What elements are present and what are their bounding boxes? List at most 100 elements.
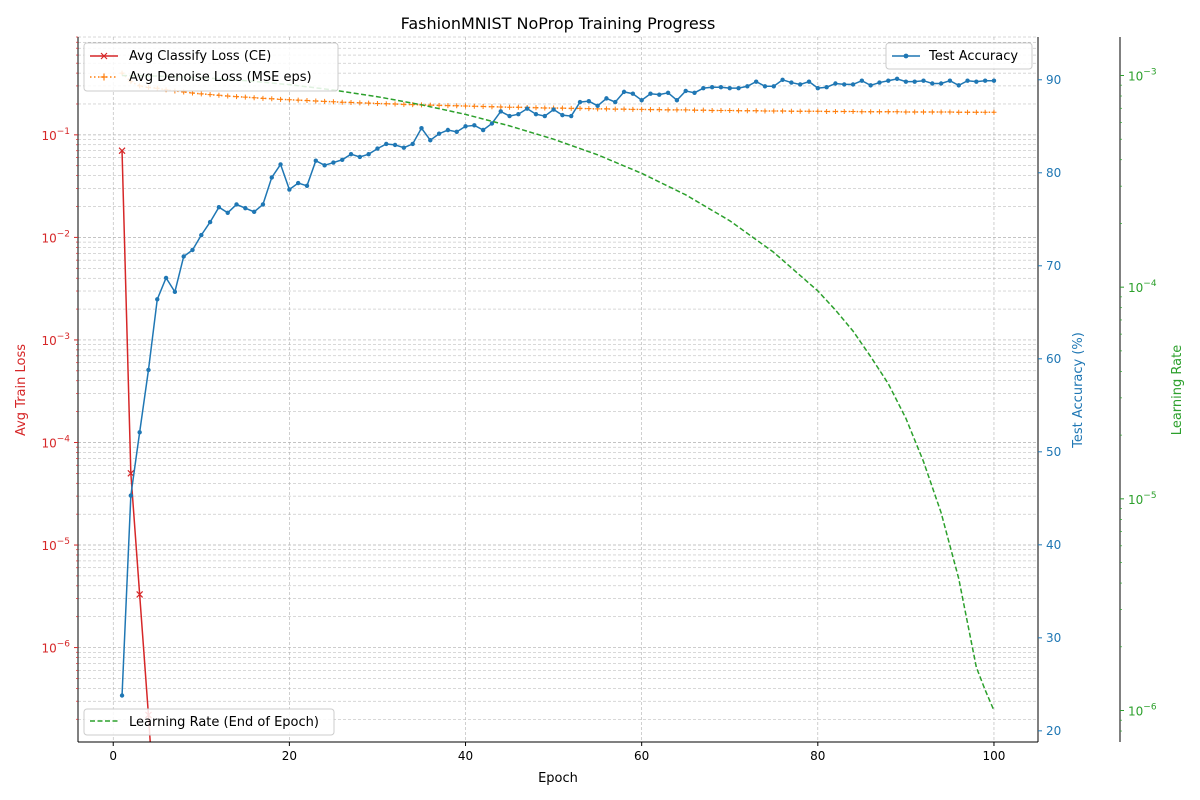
data-point [876, 109, 882, 115]
data-point [903, 79, 909, 84]
legend-entry-learning-rate: Learning Rate (End of Epoch) [129, 715, 319, 730]
data-point [656, 107, 662, 113]
data-point [401, 101, 407, 107]
data-point [745, 84, 750, 89]
loss-tick-label: 10−2 [41, 229, 70, 245]
data-point [410, 102, 416, 108]
data-point [956, 109, 962, 115]
data-point [533, 105, 539, 111]
data-point [639, 98, 644, 103]
data-point [137, 430, 142, 435]
data-point [788, 108, 794, 114]
data-point [454, 129, 459, 135]
data-point [868, 109, 874, 115]
data-point [692, 90, 697, 96]
data-point [965, 78, 970, 83]
data-point [938, 81, 944, 86]
data-point [621, 89, 627, 95]
data-point [480, 127, 486, 133]
data-point [577, 105, 583, 111]
data-point [339, 99, 345, 105]
data-point [921, 78, 926, 83]
data-point [118, 147, 126, 155]
data-point [912, 109, 918, 115]
data-point [982, 78, 988, 83]
data-point [278, 96, 284, 102]
data-point [243, 205, 248, 211]
loss-tick-label: 10−6 [41, 640, 70, 656]
data-point [577, 99, 583, 105]
data-point [127, 469, 135, 477]
data-point [780, 108, 786, 114]
data-point [604, 96, 609, 101]
x-tick-label: 60 [634, 749, 649, 763]
data-point [489, 121, 495, 126]
legend-lower-left: Learning Rate (End of Epoch) [83, 708, 335, 736]
series-test-accuracy [119, 76, 997, 698]
data-point [771, 108, 777, 114]
data-point [119, 693, 125, 698]
data-point [929, 109, 935, 115]
data-point [225, 210, 230, 215]
data-point [648, 91, 653, 96]
data-point [744, 108, 750, 114]
data-point [234, 94, 240, 100]
data-point [859, 78, 865, 83]
data-point [806, 79, 812, 84]
data-point [701, 85, 706, 91]
data-point [190, 247, 195, 253]
data-point [991, 109, 997, 115]
data-point [833, 81, 838, 86]
data-point [815, 85, 821, 91]
plot-frame [77, 37, 1121, 743]
lr-tick-label: 10−6 [1128, 703, 1157, 719]
data-point [560, 112, 565, 118]
lr-axis-label: Learning Rate [1170, 345, 1185, 435]
data-point [639, 106, 645, 112]
data-point [965, 109, 971, 115]
x-axis-label: Epoch [538, 771, 578, 786]
data-point [357, 100, 363, 106]
x-tick-label: 40 [458, 749, 473, 763]
data-point [136, 590, 144, 598]
data-point [850, 82, 856, 87]
series-line-avg-denoise-loss-mse-eps [121, 72, 994, 114]
data-point [128, 493, 134, 498]
data-point [172, 289, 178, 295]
data-point [674, 98, 680, 103]
data-point [542, 113, 547, 119]
data-point [374, 101, 380, 107]
accuracy-tick-label: 20 [1046, 724, 1061, 738]
data-point [718, 85, 724, 90]
data-point [930, 81, 935, 86]
data-point [612, 106, 618, 112]
data-point [665, 107, 671, 113]
data-point [806, 108, 812, 114]
data-point [736, 108, 742, 114]
data-point [533, 111, 539, 117]
data-point [868, 83, 873, 88]
data-point [947, 109, 953, 115]
data-point [471, 103, 477, 109]
data-point [472, 123, 477, 128]
data-point [630, 106, 636, 112]
data-point [603, 106, 609, 112]
data-point [260, 202, 266, 207]
data-point [850, 108, 856, 114]
data-point [401, 145, 407, 150]
data-point [842, 82, 847, 87]
data-point [384, 141, 389, 147]
data-point [613, 99, 618, 105]
data-point [789, 80, 794, 85]
data-point [331, 160, 336, 165]
data-point [621, 106, 627, 112]
accuracy-tick-label: 80 [1046, 166, 1061, 180]
data-point [507, 113, 512, 119]
data-point [885, 109, 891, 115]
x-tick-label: 80 [810, 749, 825, 763]
legend-entry-test-accuracy: Test Accuracy [928, 49, 1018, 64]
data-point [348, 99, 354, 105]
accuracy-tick-label: 40 [1046, 538, 1061, 552]
data-point [269, 175, 274, 180]
